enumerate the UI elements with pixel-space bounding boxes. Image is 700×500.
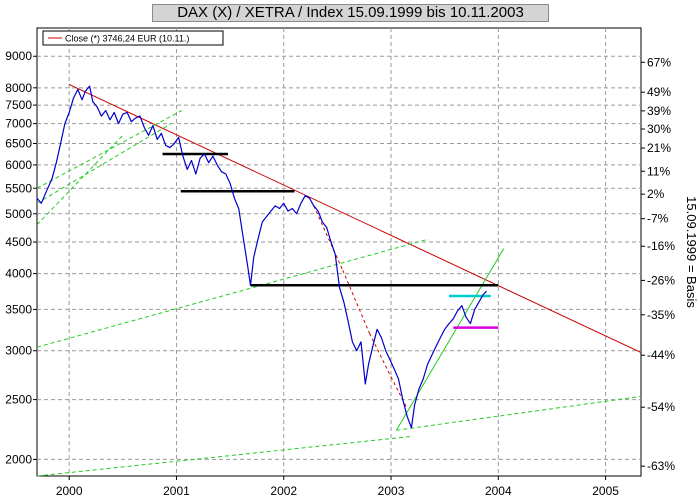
left-tick-label: 9000 <box>5 49 32 63</box>
right-tick-label: 11% <box>647 164 670 178</box>
right-tick-label: 30% <box>647 122 671 136</box>
right-tick-label: -44% <box>647 348 675 362</box>
right-tick-label: -54% <box>647 400 675 414</box>
left-tick-label: 6500 <box>5 136 32 150</box>
right-axis: 67% 49% 39% 30% 21% 11% 2% -7% -16% -26% -35% -44% -… <box>641 55 675 473</box>
left-tick-label: 5000 <box>5 207 32 221</box>
x-tick-label: 2005 <box>592 484 619 498</box>
right-tick-label: 49% <box>647 85 671 99</box>
grid <box>37 28 641 476</box>
x-tick-label: 2002 <box>270 484 297 498</box>
right-tick-label: -63% <box>647 459 675 473</box>
left-tick-label: 7500 <box>5 98 32 112</box>
left-tick-label: 8000 <box>5 81 32 95</box>
plot-frame <box>36 27 642 477</box>
right-tick-label: 2% <box>647 187 665 201</box>
annotation-lines <box>36 84 642 477</box>
x-tick-label: 2003 <box>378 484 405 498</box>
left-tick-label: 5500 <box>5 181 32 195</box>
trend-line <box>369 333 392 378</box>
left-tick-label: 6000 <box>5 158 32 172</box>
left-tick-label: 2000 <box>5 452 32 466</box>
left-tick-label: 7000 <box>5 117 32 131</box>
right-tick-label: 39% <box>647 104 671 118</box>
right-axis-title: 15.09.1999 = Basis <box>684 196 699 308</box>
x-tick-label: 2000 <box>56 484 83 498</box>
x-tick-label: 2001 <box>163 484 190 498</box>
left-tick-label: 3000 <box>5 344 32 358</box>
left-axis: 9000 8000 7500 7000 6500 6000 5500 5000 4500 4000… <box>5 49 37 466</box>
trend-line <box>36 123 172 204</box>
left-tick-label: 4500 <box>5 235 32 249</box>
left-tick-label: 2500 <box>5 393 32 407</box>
right-tick-label: 67% <box>647 55 671 69</box>
series-line <box>36 85 487 429</box>
trend-line <box>36 110 183 189</box>
right-tick-label: -26% <box>647 273 675 287</box>
right-tick-label: -7% <box>647 212 669 226</box>
legend-box <box>42 30 224 46</box>
left-tick-label: 4000 <box>5 267 32 281</box>
x-tick-label: 2004 <box>485 484 512 498</box>
right-tick-label: -35% <box>647 308 675 322</box>
right-tick-label: -16% <box>647 239 675 253</box>
legend: Close (*) 3746,24 EUR (10.11.) <box>42 30 224 46</box>
legend-label: Close (*) 3746,24 EUR (10.11.) <box>65 34 189 44</box>
chart-title: DAX (X) / XETRA / Index 15.09.1999 bis 1… <box>152 4 549 22</box>
trend-line <box>68 84 642 353</box>
trend-line <box>36 238 429 348</box>
right-tick-label: 21% <box>647 141 671 155</box>
x-axis: 2000 2001 2002 2003 2004 2005 <box>56 476 619 498</box>
trend-line <box>396 395 642 431</box>
trend-line <box>395 248 505 431</box>
left-tick-label: 3500 <box>5 302 32 316</box>
series-group <box>36 85 487 429</box>
